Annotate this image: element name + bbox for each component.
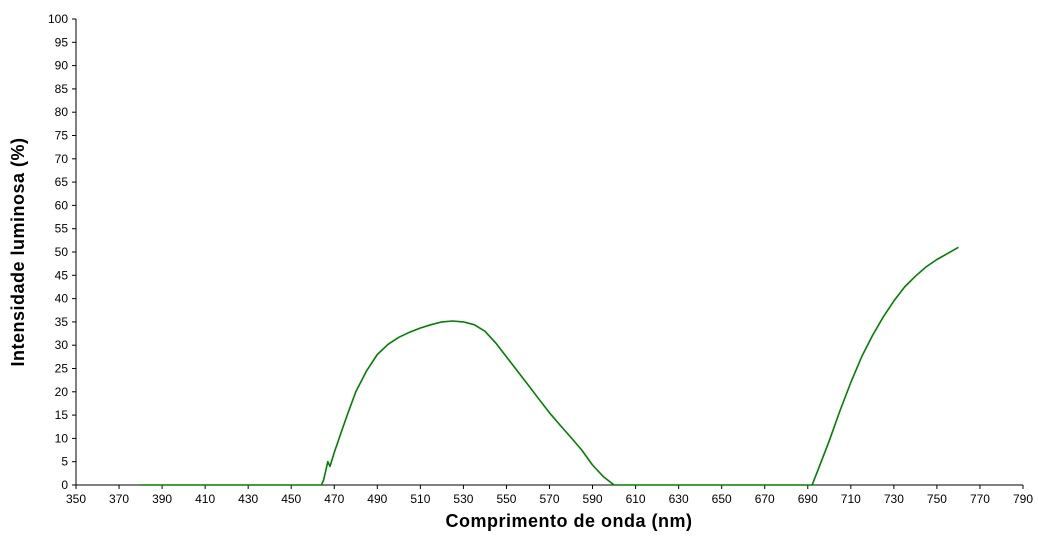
y-tick-label: 85 xyxy=(55,82,69,96)
y-tick-label: 25 xyxy=(55,362,69,376)
x-tick-label: 570 xyxy=(539,492,559,506)
y-tick-label: 20 xyxy=(55,385,69,399)
x-tick-label: 770 xyxy=(970,492,990,506)
y-tick-label: 100 xyxy=(48,12,68,26)
y-tick-label: 80 xyxy=(55,105,69,119)
x-tick-label: 690 xyxy=(798,492,818,506)
y-axis-title: Intensidade luminosa (%) xyxy=(8,137,28,366)
x-tick-label: 490 xyxy=(367,492,387,506)
y-tick-label: 15 xyxy=(55,408,69,422)
y-tick-label: 5 xyxy=(61,455,68,469)
x-tick-label: 350 xyxy=(66,492,86,506)
y-tick-label: 45 xyxy=(55,268,69,282)
y-tick-label: 30 xyxy=(55,338,69,352)
x-tick-label: 730 xyxy=(884,492,904,506)
y-tick-label: 90 xyxy=(55,59,69,73)
x-tick-label: 630 xyxy=(669,492,689,506)
x-tick-label: 650 xyxy=(712,492,732,506)
y-tick-label: 95 xyxy=(55,35,69,49)
x-tick-label: 530 xyxy=(453,492,473,506)
y-tick-label: 35 xyxy=(55,315,69,329)
y-tick-label: 55 xyxy=(55,222,69,236)
x-tick-label: 590 xyxy=(583,492,603,506)
y-tick-label: 40 xyxy=(55,292,69,306)
x-tick-label: 550 xyxy=(496,492,516,506)
y-tick-label: 60 xyxy=(55,198,69,212)
y-tick-label: 75 xyxy=(55,129,69,143)
x-tick-label: 390 xyxy=(152,492,172,506)
x-tick-label: 710 xyxy=(841,492,861,506)
x-tick-label: 750 xyxy=(927,492,947,506)
axes xyxy=(75,19,1023,486)
y-tick-label: 65 xyxy=(55,175,69,189)
y-tick-label: 10 xyxy=(55,431,69,445)
y-tick-label: 50 xyxy=(55,245,69,259)
x-tick-label: 430 xyxy=(238,492,258,506)
y-axis-ticks: 0 5 10 15 20 25 30 35 40 45 50 55 60 65 70 75 80 85 90 95 10… xyxy=(48,12,76,492)
x-tick-label: 610 xyxy=(626,492,646,506)
x-tick-label: 510 xyxy=(410,492,430,506)
x-tick-label: 370 xyxy=(109,492,129,506)
y-tick-label: 70 xyxy=(55,152,69,166)
x-axis-ticks: 350 370 390 410 430 450 470 490 510 530 550 570 590 6… xyxy=(66,485,1033,506)
series-line xyxy=(140,246,959,486)
x-tick-label: 670 xyxy=(755,492,775,506)
x-axis-title: Comprimento de onda (nm) xyxy=(446,511,693,531)
x-tick-label: 470 xyxy=(324,492,344,506)
x-tick-label: 410 xyxy=(195,492,215,506)
y-tick-label: 0 xyxy=(61,478,68,492)
series-layer xyxy=(140,246,959,486)
x-tick-label: 450 xyxy=(281,492,301,506)
x-tick-label: 790 xyxy=(1013,492,1033,506)
